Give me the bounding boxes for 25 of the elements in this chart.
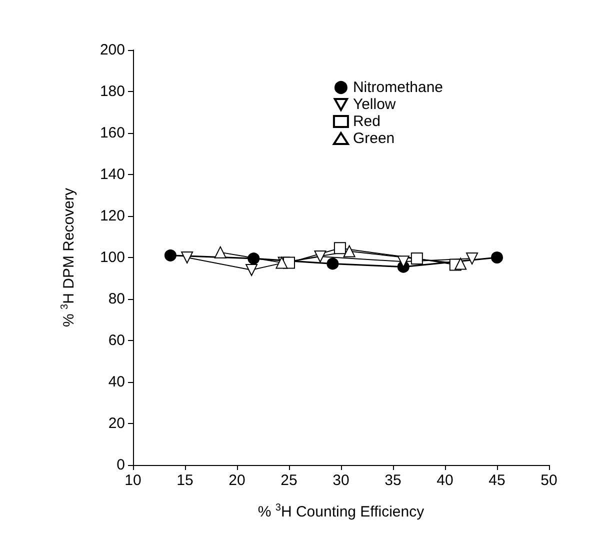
y-tick-label: 20 — [108, 415, 125, 432]
y-tick-label: 40 — [108, 374, 125, 390]
x-tick-label: 15 — [176, 472, 194, 489]
x-tick-label: 40 — [436, 472, 454, 489]
legend-label: Red — [352, 113, 380, 130]
legend-label: Yellow — [352, 96, 396, 113]
y-tick-label: 100 — [100, 249, 125, 266]
x-tick-label: 10 — [124, 472, 142, 489]
y-tick-label: 140 — [100, 166, 125, 183]
y-axis-title: % 3H DPM Recovery — [60, 188, 78, 327]
y-tick-label: 80 — [108, 290, 125, 308]
x-tick-label: 30 — [332, 472, 350, 489]
legend-label: Nitromethane — [352, 79, 444, 96]
x-tick-label: 45 — [488, 472, 506, 489]
x-tick-label: 20 — [228, 472, 246, 489]
y-tick-label: 160 — [100, 124, 125, 142]
y-tick-label: 180 — [100, 83, 125, 100]
y-tick-label: 0 — [116, 456, 125, 474]
x-tick-label: 50 — [540, 472, 558, 489]
legend-label: Green — [352, 130, 395, 147]
y-tick-label: 200 — [100, 42, 125, 58]
y-tick-label: 60 — [108, 332, 125, 349]
x-tick-label: 25 — [280, 472, 298, 489]
x-tick-label: 35 — [384, 472, 402, 489]
y-tick-label: 120 — [100, 208, 125, 224]
